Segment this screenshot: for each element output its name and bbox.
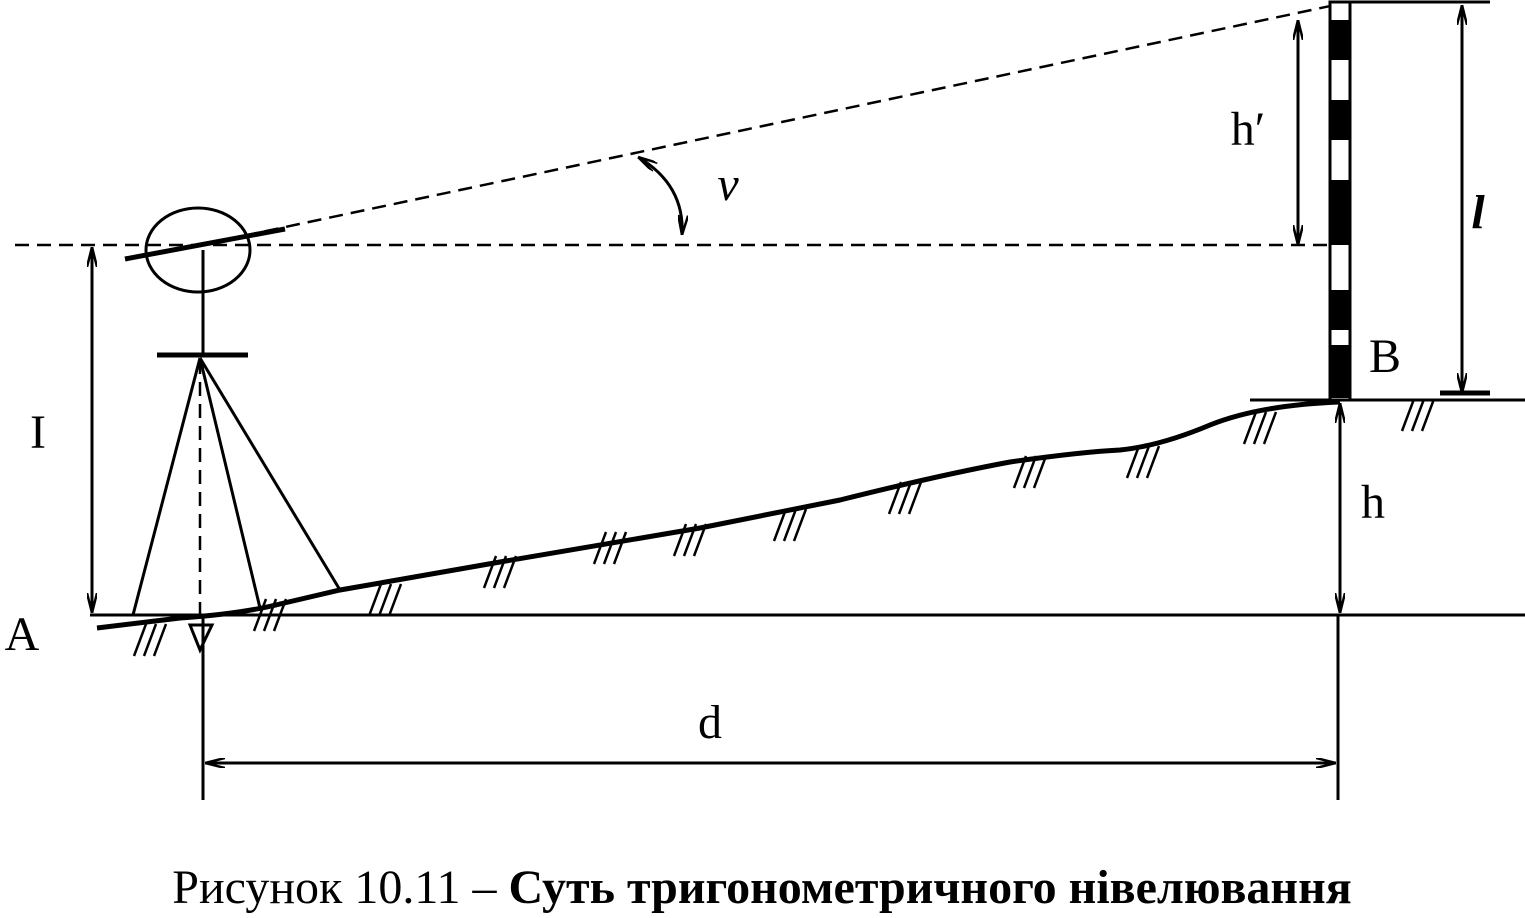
hatch — [692, 523, 708, 557]
hatch — [672, 523, 688, 557]
hatch — [1410, 398, 1426, 432]
hatch — [1145, 445, 1161, 479]
label-a: A — [5, 608, 40, 661]
hatch — [252, 598, 268, 632]
hatch — [1252, 411, 1268, 445]
label-h: h — [1361, 476, 1385, 529]
hatch — [1420, 398, 1436, 432]
label-d: d — [698, 696, 722, 749]
label-i: I — [30, 406, 46, 459]
hatch — [387, 583, 403, 617]
hatch — [1022, 455, 1038, 489]
hatch — [897, 481, 913, 515]
hatch — [682, 523, 698, 557]
hatch — [772, 508, 788, 542]
hatch — [1012, 455, 1028, 489]
label-b: B — [1369, 330, 1401, 383]
hatch — [887, 481, 903, 515]
tripod-legs — [131, 357, 342, 616]
hatch — [782, 508, 798, 542]
staff-stripe — [1331, 180, 1349, 245]
hatch — [1400, 398, 1416, 432]
hatch — [612, 531, 628, 565]
staff-stripe — [1331, 345, 1349, 398]
hatch — [482, 555, 498, 589]
hatch — [1242, 411, 1258, 445]
hatch — [502, 555, 518, 589]
staff-stripe — [1331, 100, 1349, 140]
angle-arc — [638, 155, 682, 235]
staff-stripe — [1331, 290, 1349, 330]
hatch — [132, 623, 148, 657]
telescope — [124, 226, 286, 262]
hatch — [152, 623, 168, 657]
hatch — [377, 583, 393, 617]
hatch — [1125, 445, 1141, 479]
caption: Рисунок 10.11 – Суть тригонометричного н… — [172, 861, 1351, 914]
hatch — [262, 598, 278, 632]
staff-stripes — [1331, 20, 1349, 398]
sight-line — [199, 3, 1336, 247]
hatch — [367, 583, 383, 617]
label-h-prime: h′ — [1231, 103, 1266, 156]
hatch — [1262, 411, 1278, 445]
hatch — [792, 508, 808, 542]
point-marker — [187, 623, 215, 654]
hatch — [907, 481, 923, 515]
hatch — [1032, 455, 1048, 489]
staff-stripe — [1331, 20, 1349, 60]
hatch — [592, 531, 608, 565]
ground-profile — [96, 399, 1341, 631]
drawing — [15, 0, 1525, 800]
caption-title: Суть тригонометричного нівелювання — [509, 861, 1352, 914]
caption-prefix: Рисунок 10.11 – — [172, 861, 508, 914]
hatch — [1135, 445, 1151, 479]
instrument — [144, 206, 252, 294]
ground-hatching — [132, 398, 1436, 657]
hatch — [142, 623, 158, 657]
label-nu: ν — [717, 158, 739, 211]
hatch — [602, 531, 618, 565]
label-l: l — [1471, 186, 1485, 239]
hatch — [492, 555, 508, 589]
hatch — [272, 598, 288, 632]
